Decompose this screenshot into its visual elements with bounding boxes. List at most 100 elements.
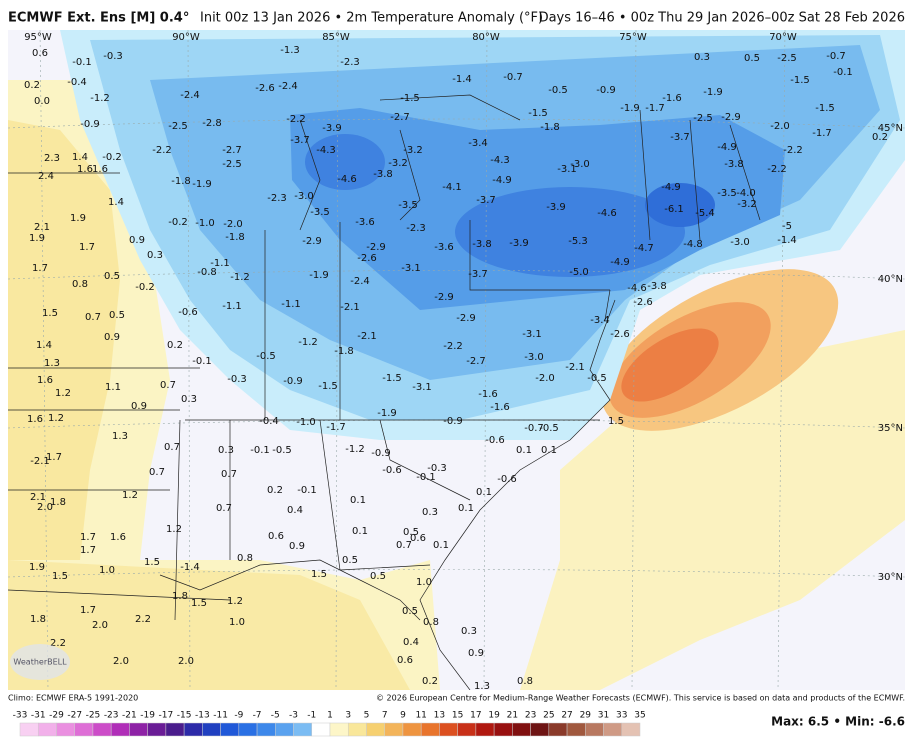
latitude-label: 35°N bbox=[878, 423, 903, 434]
station-value: -2.4 bbox=[278, 81, 298, 92]
station-value: -2.2 bbox=[286, 114, 306, 125]
station-value: 0.1 bbox=[458, 503, 474, 514]
station-value: -1.4 bbox=[452, 74, 472, 85]
station-value: -2.7 bbox=[390, 112, 410, 123]
station-value: -2.5 bbox=[777, 53, 797, 64]
station-value: -5.4 bbox=[695, 208, 715, 219]
colorbar-tick-label: -11 bbox=[213, 711, 228, 721]
longitude-label: 90°W bbox=[172, 32, 200, 43]
station-value: 0.1 bbox=[350, 495, 366, 506]
station-value: 1.8 bbox=[50, 497, 66, 508]
station-value: 0.1 bbox=[541, 445, 557, 456]
station-value: 0.7 bbox=[149, 467, 165, 478]
station-value: -1.8 bbox=[334, 346, 354, 357]
station-value: 2.0 bbox=[92, 620, 108, 631]
station-value: -2.0 bbox=[535, 373, 555, 384]
station-value: -1.7 bbox=[812, 128, 832, 139]
colorbar-box bbox=[92, 722, 112, 737]
station-value: -3.5 bbox=[310, 207, 330, 218]
station-value: 1.2 bbox=[55, 388, 71, 399]
colorbar-tick-label: 5 bbox=[364, 711, 370, 721]
station-value: -3.8 bbox=[724, 159, 744, 170]
station-value: 1.7 bbox=[80, 545, 96, 556]
station-value: -1.4 bbox=[777, 235, 797, 246]
station-value: -0.3 bbox=[427, 463, 447, 474]
station-value: -4.3 bbox=[316, 145, 336, 156]
station-value: -1.3 bbox=[280, 45, 300, 56]
station-value: 0.5 bbox=[370, 571, 386, 582]
station-value: -3.8 bbox=[647, 281, 667, 292]
station-value: -1.5 bbox=[318, 381, 338, 392]
colorbar-tick-label: -3 bbox=[289, 711, 298, 721]
longitude-label: 95°W bbox=[24, 32, 52, 43]
colorbar-box bbox=[512, 722, 531, 737]
station-value: 1.5 bbox=[42, 308, 58, 319]
colorbar-box bbox=[202, 722, 221, 737]
station-value: -0.1 bbox=[297, 485, 317, 496]
station-value: -1.8 bbox=[540, 122, 560, 133]
station-value: 1.7 bbox=[80, 605, 96, 616]
colorbar-box bbox=[183, 722, 203, 737]
cold-core bbox=[455, 187, 685, 277]
station-value: -2.2 bbox=[783, 145, 803, 156]
station-value: -1.5 bbox=[790, 75, 810, 86]
station-value: -3.7 bbox=[670, 132, 690, 143]
station-value: 0.3 bbox=[694, 52, 710, 63]
warm-area bbox=[8, 560, 410, 690]
colorbar-box bbox=[256, 722, 276, 737]
station-value: -2.9 bbox=[302, 236, 322, 247]
latitude-label: 30°N bbox=[878, 572, 903, 583]
colorbar-box bbox=[19, 722, 39, 737]
station-value: 0.3 bbox=[147, 250, 163, 261]
station-value: 0.3 bbox=[461, 626, 477, 637]
station-value: -4.8 bbox=[683, 239, 703, 250]
colorbar-box bbox=[293, 722, 313, 737]
station-value: 0.5 bbox=[403, 527, 419, 538]
station-value: 1.7 bbox=[32, 263, 48, 274]
station-value: 0.3 bbox=[422, 507, 438, 518]
station-value: 0.9 bbox=[104, 332, 120, 343]
station-value: 1.1 bbox=[105, 382, 121, 393]
colorbar-box bbox=[366, 722, 385, 737]
station-value: 0.5 bbox=[109, 310, 125, 321]
colorbar-box bbox=[147, 722, 167, 737]
station-value: 2.3 bbox=[44, 153, 60, 164]
station-value: 0.9 bbox=[289, 541, 305, 552]
station-value: -0.1 bbox=[416, 472, 436, 483]
max-min: Max: 6.5 • Min: -6.6 bbox=[771, 715, 905, 729]
colorbar-tick-label: 23 bbox=[525, 711, 536, 721]
station-value: -2.3 bbox=[406, 223, 426, 234]
station-value: -3.2 bbox=[737, 199, 757, 210]
station-value: -4.9 bbox=[610, 257, 630, 268]
station-value: -0.6 bbox=[485, 435, 505, 446]
station-value: 1.4 bbox=[36, 340, 52, 351]
station-value: -0.5 bbox=[272, 445, 292, 456]
station-value: -1.2 bbox=[90, 93, 110, 104]
colorbar-tick-label: 11 bbox=[415, 711, 426, 721]
station-value: 0.6 bbox=[268, 531, 284, 542]
colorbar-tick-label: 27 bbox=[561, 711, 572, 721]
station-value: -2.1 bbox=[357, 331, 377, 342]
station-value: 0.4 bbox=[287, 505, 303, 516]
station-value: -0.1 bbox=[192, 356, 212, 367]
station-value: 0.5 bbox=[402, 606, 418, 617]
station-value: -0.8 bbox=[197, 267, 217, 278]
colorbar-tick-label: -31 bbox=[31, 711, 46, 721]
station-value: -0.3 bbox=[227, 374, 247, 385]
station-value: 1.9 bbox=[70, 213, 86, 224]
station-value: -3.1 bbox=[522, 329, 542, 340]
station-value: 1.4 bbox=[108, 197, 124, 208]
station-value: 1.8 bbox=[172, 591, 188, 602]
station-value: 0.3 bbox=[181, 394, 197, 405]
colorbar-tick-label: -19 bbox=[140, 711, 155, 721]
station-value: 1.6 bbox=[110, 532, 126, 543]
station-value: -1.1 bbox=[210, 258, 230, 269]
station-value: 1.9 bbox=[29, 233, 45, 244]
station-value: -1.2 bbox=[230, 272, 250, 283]
colorbar-box bbox=[74, 722, 94, 737]
station-value: 0.5 bbox=[342, 555, 358, 566]
station-value: -0.7 bbox=[826, 51, 846, 62]
station-value: -1.5 bbox=[382, 373, 402, 384]
valid-period: Days 16–46 • 00z Thu 29 Jan 2026–00z Sat… bbox=[539, 11, 905, 26]
